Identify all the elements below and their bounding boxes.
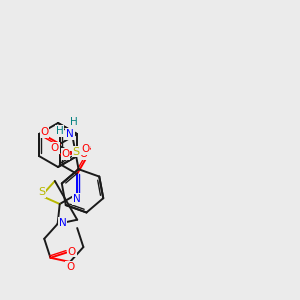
Text: O: O xyxy=(68,247,76,256)
Text: O: O xyxy=(80,149,88,159)
Text: O: O xyxy=(66,262,74,272)
Text: H: H xyxy=(56,126,63,136)
Text: N: N xyxy=(73,194,81,204)
Text: N: N xyxy=(59,218,67,228)
Text: O: O xyxy=(61,149,70,159)
Text: H: H xyxy=(70,117,78,128)
Text: N: N xyxy=(66,129,74,139)
Text: S: S xyxy=(38,187,45,197)
Text: O: O xyxy=(81,144,89,154)
Text: O: O xyxy=(40,127,49,137)
Text: O: O xyxy=(51,143,59,153)
Text: S: S xyxy=(73,146,80,157)
